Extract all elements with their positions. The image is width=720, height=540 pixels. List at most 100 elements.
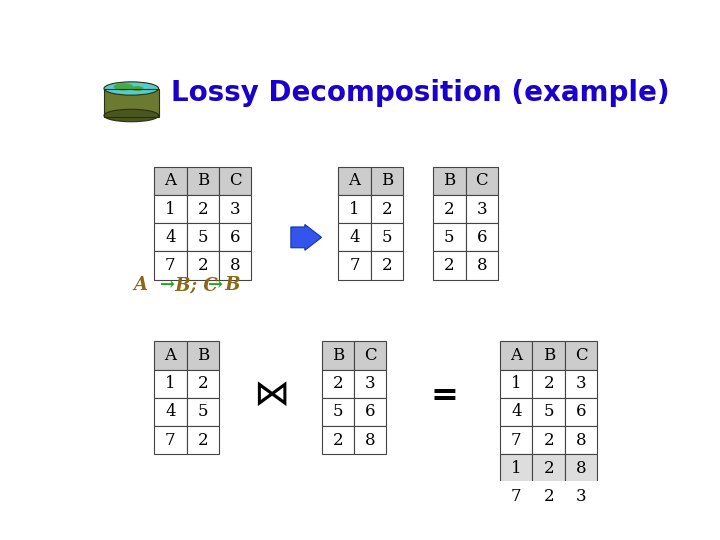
Text: 5: 5 (382, 229, 392, 246)
Bar (219, 252, 251, 280)
Text: 6: 6 (576, 403, 586, 421)
Text: 1: 1 (511, 460, 521, 477)
Text: 3: 3 (576, 375, 586, 392)
Text: C: C (575, 347, 588, 364)
Bar (322, 426, 354, 454)
Bar (322, 369, 354, 398)
Text: 8: 8 (576, 432, 586, 449)
Text: 7: 7 (165, 257, 176, 274)
Ellipse shape (114, 83, 133, 91)
Text: 7: 7 (511, 488, 521, 505)
Bar (466, 252, 498, 280)
Text: =: = (431, 379, 458, 412)
Bar (154, 195, 186, 223)
Text: 5: 5 (544, 403, 554, 421)
Bar (565, 341, 597, 369)
Text: 2: 2 (197, 257, 208, 274)
Text: 2: 2 (197, 200, 208, 218)
Text: 1: 1 (165, 200, 176, 218)
Bar (154, 369, 186, 398)
Bar (533, 369, 565, 398)
Text: 2: 2 (197, 375, 208, 392)
Bar (104, 89, 158, 117)
Text: 2: 2 (544, 488, 554, 505)
Text: 7: 7 (349, 257, 360, 274)
Text: B; C: B; C (169, 276, 224, 294)
Text: 2: 2 (333, 432, 343, 449)
Bar (433, 223, 466, 252)
Text: 8: 8 (230, 257, 240, 274)
Bar (466, 167, 498, 195)
Bar (565, 454, 597, 483)
Bar (186, 426, 219, 454)
Bar (186, 252, 219, 280)
Text: 2: 2 (197, 432, 208, 449)
Bar (565, 426, 597, 454)
Bar (354, 398, 387, 426)
Bar (371, 223, 403, 252)
Bar (354, 369, 387, 398)
Text: A: A (164, 347, 176, 364)
Bar (338, 195, 371, 223)
Text: 2: 2 (382, 200, 392, 218)
Text: C: C (475, 172, 488, 190)
Text: B: B (444, 172, 456, 190)
Bar (466, 223, 498, 252)
Text: 4: 4 (165, 403, 176, 421)
Text: 2: 2 (333, 375, 343, 392)
Text: Lossy Decomposition (example): Lossy Decomposition (example) (171, 79, 670, 107)
Text: 5: 5 (197, 403, 208, 421)
Bar (433, 167, 466, 195)
Text: ⋈: ⋈ (253, 379, 289, 413)
Text: B: B (220, 276, 241, 294)
Bar (154, 167, 186, 195)
Text: 8: 8 (477, 257, 487, 274)
Text: 4: 4 (511, 403, 521, 421)
Text: A: A (164, 172, 176, 190)
Ellipse shape (131, 86, 143, 91)
Text: 2: 2 (382, 257, 392, 274)
Bar (154, 252, 186, 280)
Bar (533, 341, 565, 369)
Text: 5: 5 (444, 229, 454, 246)
Text: B: B (197, 347, 209, 364)
Bar (565, 369, 597, 398)
Text: 4: 4 (165, 229, 176, 246)
Bar (186, 167, 219, 195)
Text: 3: 3 (230, 200, 240, 218)
Text: 3: 3 (365, 375, 375, 392)
Text: →: → (160, 276, 175, 294)
Bar (354, 426, 387, 454)
Text: 6: 6 (365, 403, 375, 421)
Text: 8: 8 (576, 460, 586, 477)
Text: B: B (543, 347, 555, 364)
Text: B: B (332, 347, 344, 364)
Bar (533, 398, 565, 426)
Ellipse shape (104, 109, 158, 122)
Bar (565, 483, 597, 511)
Text: 8: 8 (365, 432, 375, 449)
Text: 1: 1 (165, 375, 176, 392)
Bar (500, 341, 533, 369)
Bar (154, 398, 186, 426)
Bar (154, 426, 186, 454)
Bar (533, 483, 565, 511)
Bar (186, 341, 219, 369)
Bar (500, 483, 533, 511)
Text: C: C (229, 172, 241, 190)
Bar (354, 341, 387, 369)
Text: 2: 2 (444, 257, 454, 274)
Bar (371, 195, 403, 223)
Bar (466, 195, 498, 223)
Bar (219, 223, 251, 252)
FancyArrow shape (291, 225, 322, 250)
Bar (433, 195, 466, 223)
Text: →: → (208, 276, 223, 294)
Text: 2: 2 (444, 200, 454, 218)
Text: 3: 3 (576, 488, 586, 505)
Text: B: B (381, 172, 393, 190)
Ellipse shape (104, 82, 158, 95)
Text: A: A (133, 276, 147, 294)
Bar (219, 167, 251, 195)
Bar (500, 454, 533, 483)
